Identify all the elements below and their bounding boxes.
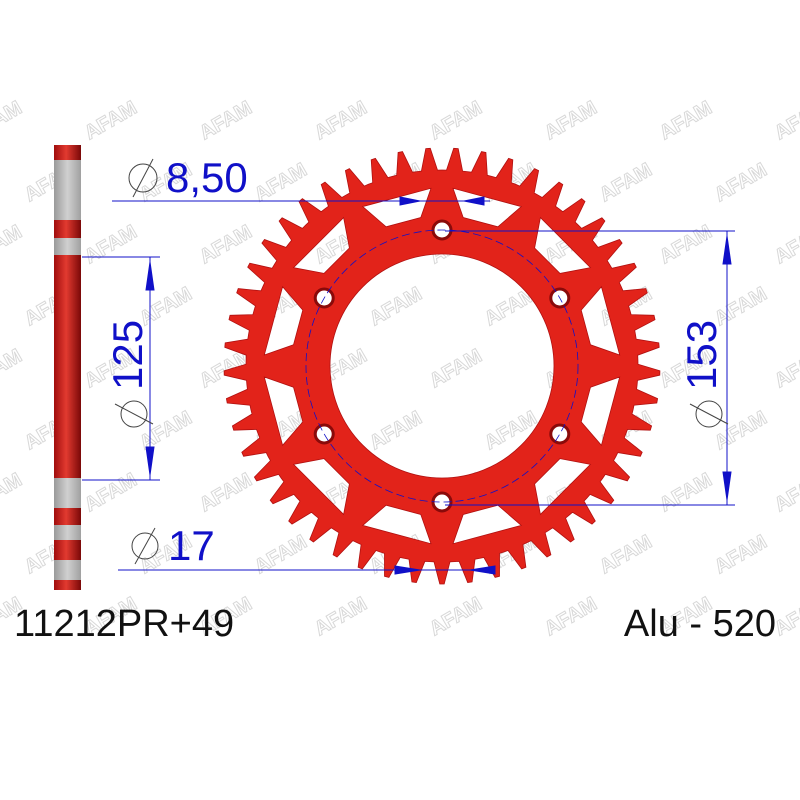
watermark-text: AFAM [196,97,256,144]
watermark-text: AFAM [81,469,141,516]
watermark-text: AFAM [541,593,601,640]
watermark-text: AFAM [596,531,656,578]
watermark-text: AFAM [196,221,256,268]
watermark-text: AFAM [656,97,716,144]
watermark-text: AFAM [251,531,311,578]
bolt-circle-line [305,229,579,503]
watermark-text: AFAM [711,407,771,454]
watermark-text: AFAM [311,97,371,144]
bolt-hole [549,423,571,445]
dimension-lines [82,196,735,575]
diameter-symbols [114,158,729,565]
watermark-text: AFAM [366,407,426,454]
bolt-circle-dimension: 153 [678,320,725,390]
watermark-text: AFAM [0,97,26,144]
watermark-text: AFAM [596,159,656,206]
watermark-text: AFAM [366,283,426,330]
watermark-text: AFAM [541,97,601,144]
watermark-text: AFAM [81,97,141,144]
sprocket-side-profile [54,145,81,590]
watermark-text: AFAM [311,593,371,640]
watermark-text: AFAM [196,469,256,516]
watermark-text: AFAM [711,531,771,578]
center-bore-dimension: 17 [168,522,215,569]
watermark-text: AFAM [426,345,486,392]
bolt-hole-dimension: 8,50 [166,154,248,201]
watermark-text: AFAM [81,221,141,268]
hub-diameter-dimension: 125 [104,320,151,390]
dimension-labels: 8,50 17 125 153 [104,154,725,569]
watermark-text: AFAM [771,221,800,268]
watermark-text: AFAM [656,469,716,516]
watermark-text: AFAM [771,469,800,516]
watermark-text: AFAM [426,593,486,640]
watermark-text: AFAM [0,345,26,392]
watermark-text: AFAM [771,97,800,144]
material-label: Alu - 520 [623,603,776,645]
watermark-text: AFAM [0,221,26,268]
watermark-text: AFAM [426,97,486,144]
watermark-text: AFAM [711,159,771,206]
part-number: 11212PR+49 [14,603,235,645]
watermark-text: AFAM [656,221,716,268]
watermark-text: AFAM [136,407,196,454]
watermark-text: AFAM [0,469,26,516]
watermark-text: AFAM [771,345,800,392]
